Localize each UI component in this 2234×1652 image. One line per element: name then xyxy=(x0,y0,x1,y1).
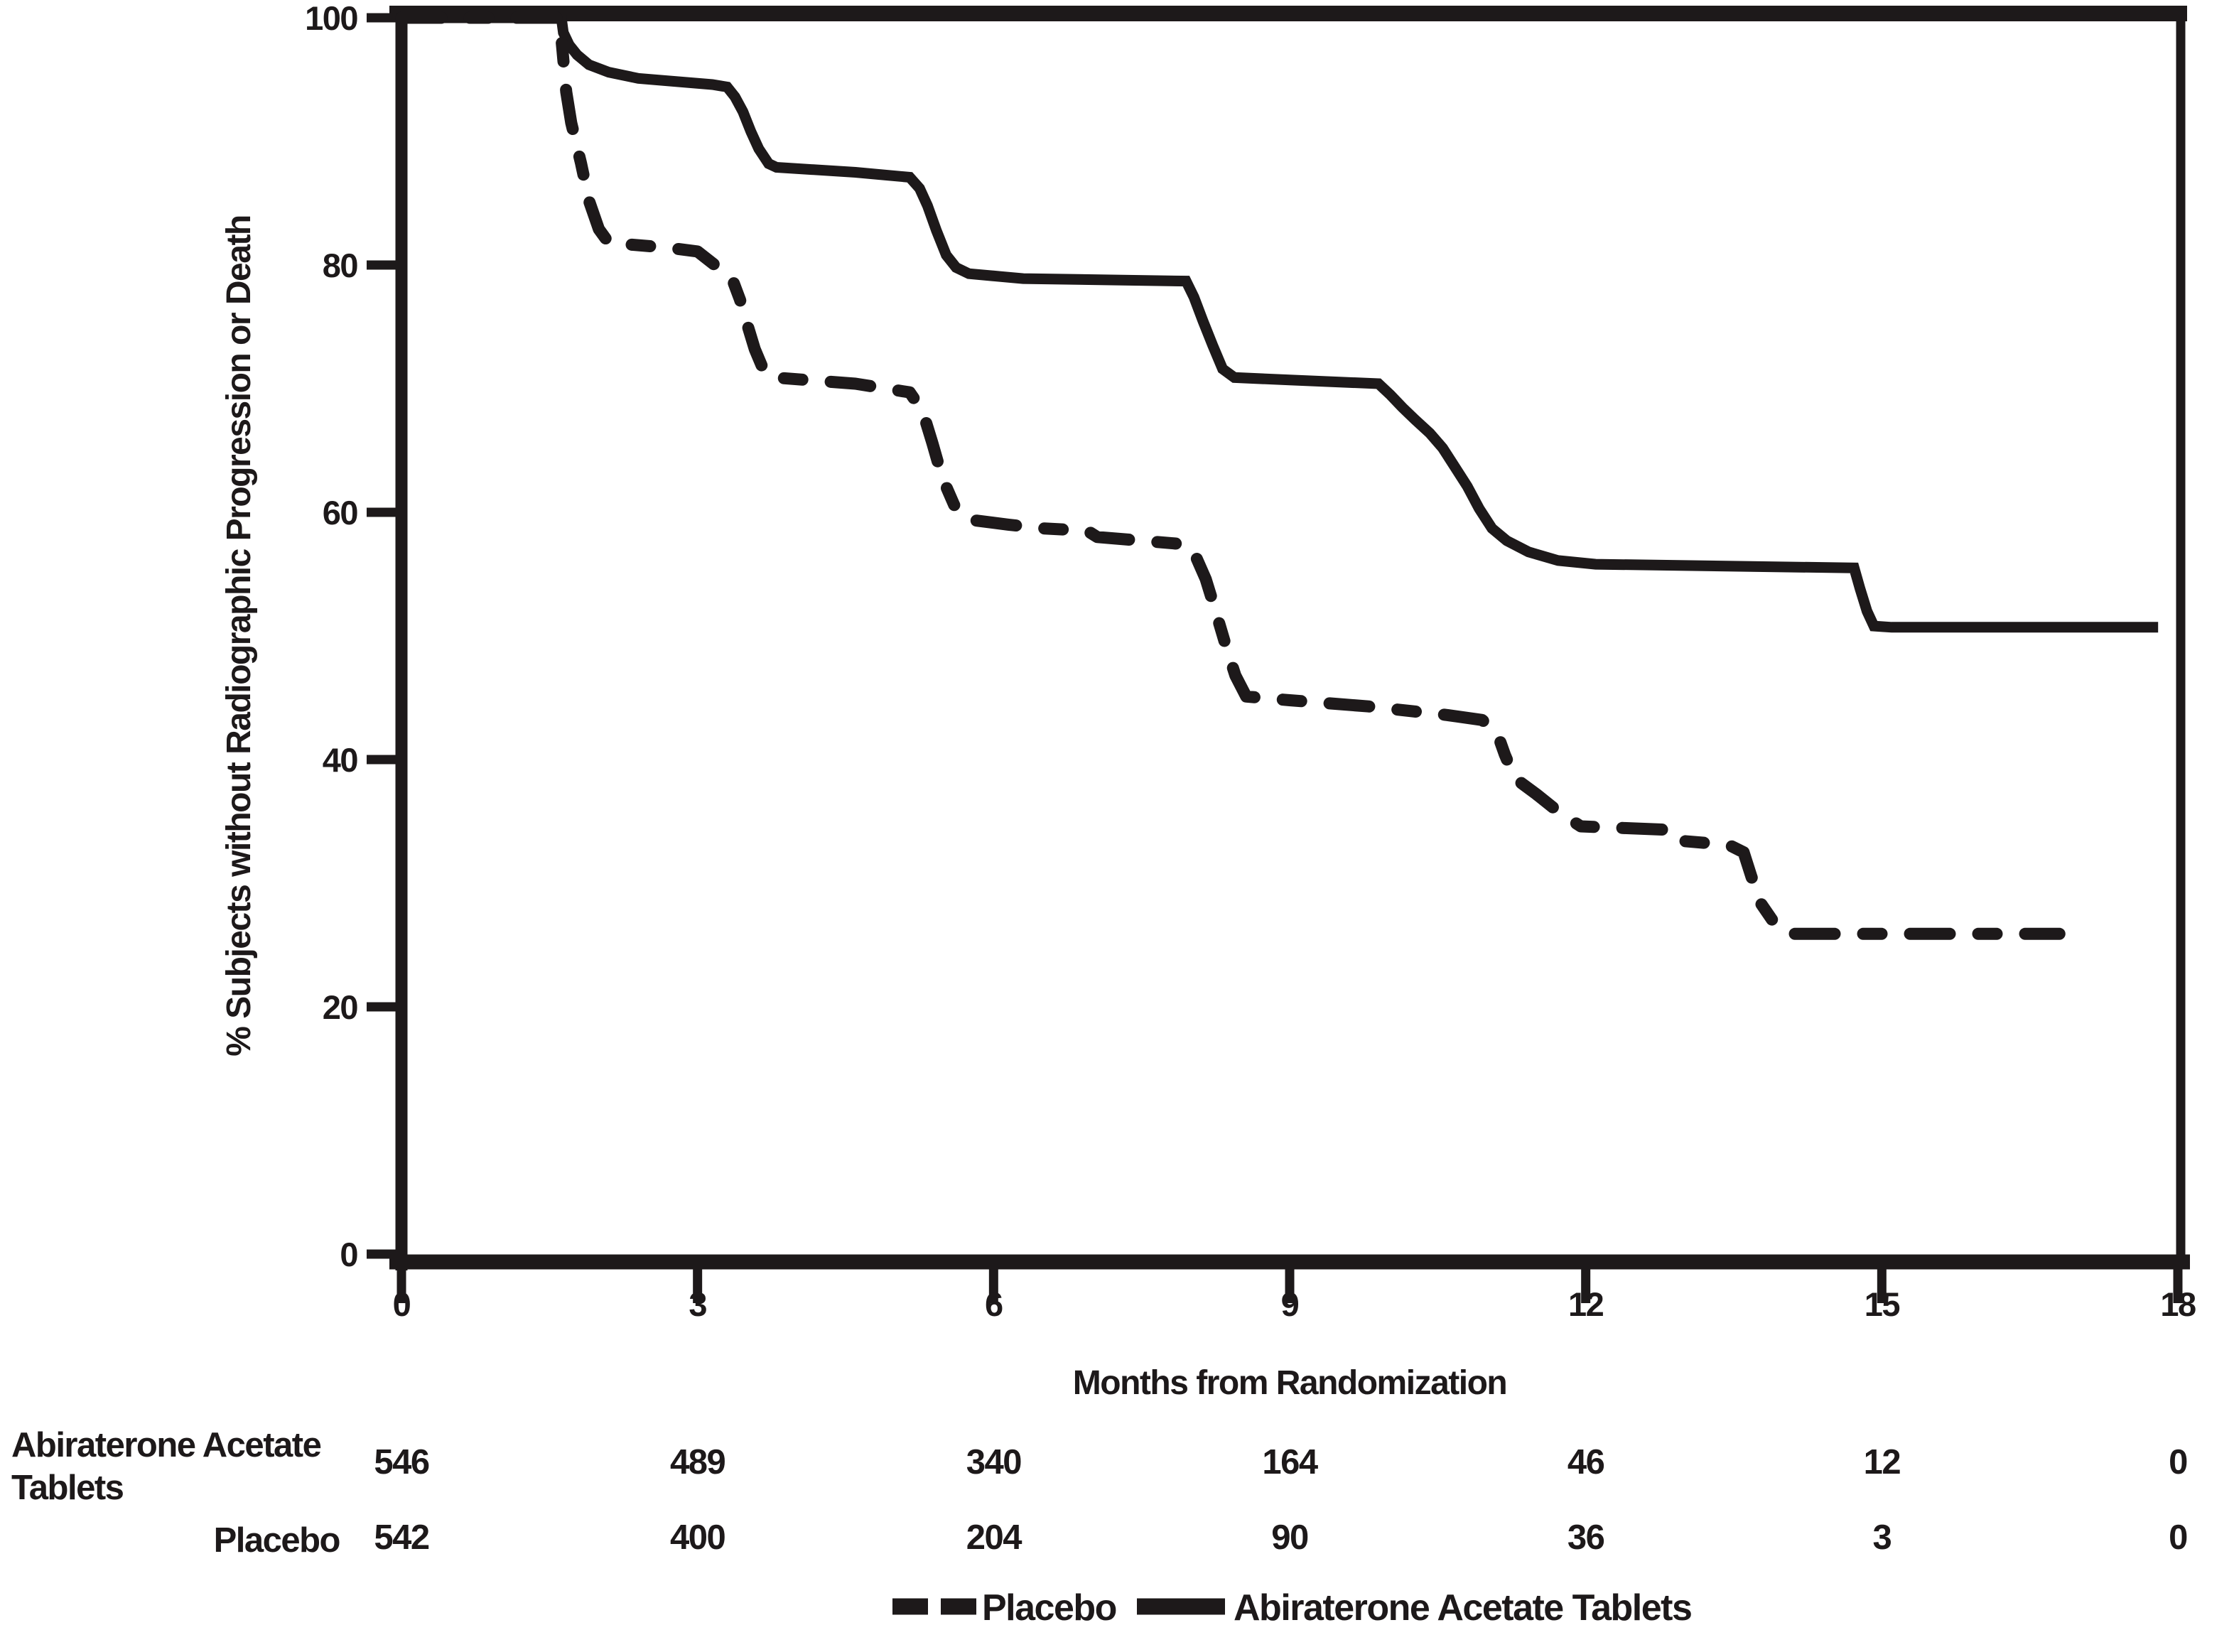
placebo-curve xyxy=(395,11,2066,940)
at-risk-count: 340 xyxy=(966,1443,1022,1481)
x-tick-label: 18 xyxy=(2160,1285,2196,1323)
at-risk-count: 0 xyxy=(2169,1518,2187,1557)
y-axis-ticks: 0 20 40 60 80 100 xyxy=(305,0,401,1273)
plot-frame xyxy=(389,6,2190,1270)
x-tick-label: 6 xyxy=(985,1285,1003,1323)
x-axis-title: Months from Randomization xyxy=(1073,1364,1506,1402)
x-tick-label: 3 xyxy=(689,1285,706,1323)
y-tick-label: 40 xyxy=(323,741,358,779)
at-risk-count: 400 xyxy=(670,1518,725,1557)
y-tick-label: 100 xyxy=(305,0,357,37)
at-risk-count: 36 xyxy=(1567,1518,1604,1557)
x-tick-label: 12 xyxy=(1568,1285,1604,1323)
at-risk-row-label: Placebo xyxy=(214,1521,340,1560)
x-tick-label: 9 xyxy=(1281,1285,1299,1323)
survival-curves xyxy=(395,11,2159,940)
at-risk-row-label: Tablets xyxy=(11,1469,124,1507)
y-tick-label: 0 xyxy=(340,1236,357,1273)
at-risk-count: 12 xyxy=(1864,1443,1901,1481)
at-risk-count: 489 xyxy=(670,1443,725,1481)
at-risk-count: 46 xyxy=(1567,1443,1604,1481)
legend-label-abiraterone: Abiraterone Acetate Tablets xyxy=(1234,1587,1691,1629)
abiraterone-curve xyxy=(401,12,2159,633)
legend-label-placebo: Placebo xyxy=(982,1587,1116,1629)
at-risk-table: Abiraterone Acetate Tablets 546 489 340 164 46… xyxy=(11,1426,2189,1560)
at-risk-count: 542 xyxy=(374,1518,429,1557)
y-tick-label: 80 xyxy=(323,247,358,284)
x-tick-label: 15 xyxy=(1865,1285,1900,1323)
at-risk-count: 164 xyxy=(1262,1443,1318,1481)
y-tick-label: 60 xyxy=(323,494,358,531)
y-tick-label: 20 xyxy=(323,988,358,1026)
y-axis-title: % Subjects without Radiographic Progress… xyxy=(220,215,258,1057)
at-risk-row-label: Abiraterone Acetate xyxy=(11,1426,321,1464)
at-risk-count: 3 xyxy=(1872,1518,1891,1557)
x-tick-label: 0 xyxy=(393,1285,411,1323)
at-risk-count: 546 xyxy=(374,1443,429,1481)
legend: Placebo Abiraterone Acetate Tablets xyxy=(892,1587,1693,1629)
x-axis-ticks: 0 3 6 9 12 15 18 xyxy=(393,1269,2196,1323)
at-risk-count: 90 xyxy=(1271,1518,1308,1557)
at-risk-count: 0 xyxy=(2169,1443,2187,1481)
at-risk-count: 204 xyxy=(966,1518,1022,1557)
